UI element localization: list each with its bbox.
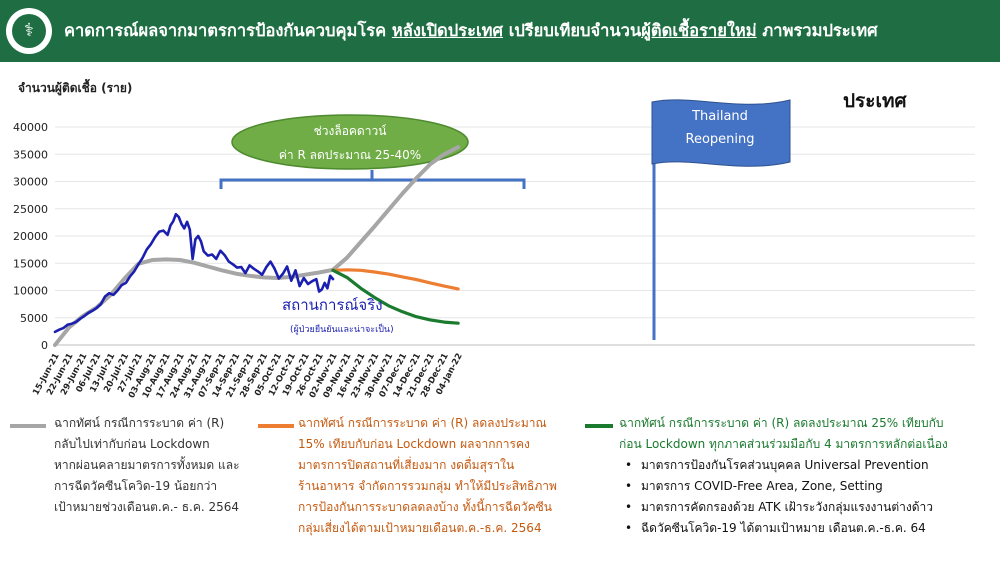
note-line-text: กลับไปเท่ากับก่อน Lockdown xyxy=(54,437,210,451)
lockdown-label: ช่วงล็อคดาวน์ xyxy=(314,123,387,138)
note-line-text: ฉากทัศน์ กรณีการระบาด ค่า (R) ลดลงประมาณ… xyxy=(619,416,944,430)
measure-bullet: มาตรการป้องกันโรคส่วนบุคคล Universal Pre… xyxy=(619,455,948,476)
measure-bullet: มาตรการ COVID-Free Area, Zone, Setting xyxy=(619,476,948,497)
note-line-text: เป้าหมายช่วงเดือนต.ค.- ธ.ค. 2564 xyxy=(54,500,240,514)
y-tick-label: 10000 xyxy=(13,285,48,298)
y-tick-label: 40000 xyxy=(13,121,48,134)
lockdown-bracket xyxy=(219,170,526,189)
actual-series-sublabel: (ผู้ป่วยยืนยันและน่าจะเป็น) xyxy=(290,322,394,335)
y-tick-label: 15000 xyxy=(13,257,48,270)
y-tick-label: 5000 xyxy=(20,312,48,325)
ministry-seal-icon: ⚕ xyxy=(6,8,52,54)
y-tick-label: 0 xyxy=(41,339,48,352)
measure-bullet: ฉีดวัคซีนโควิด-19 ได้ตามเป้าหมาย เดือนต.… xyxy=(619,518,948,539)
scenario-gray-line xyxy=(53,145,461,347)
scenario-green-line xyxy=(331,268,460,325)
note-line-text: 15% เทียบกับก่อน Lockdown ผลจากการคง xyxy=(298,437,530,451)
y-tick-label: 25000 xyxy=(13,203,48,216)
measure-bullet: มาตรการคัดกรองด้วย ATK เฝ้าระวังกลุ่มแรง… xyxy=(619,497,948,518)
note-line-text: มาตรการปิดสถานที่เสี่ยงมาก งดดื่มสุราใน xyxy=(298,458,515,472)
note-line-text: การฉีดวัคซีนโควิด-19 น้อยกว่า xyxy=(54,479,218,493)
actual-cases-line xyxy=(53,212,335,334)
note-line-text: ฉากทัศน์ กรณีการระบาด ค่า (R) ลดลงประมาณ xyxy=(298,416,547,430)
note-line-text: ร้านอาหาร จำกัดการรวมกลุ่ม ทำให้มีประสิท… xyxy=(298,479,557,493)
note-line-text: ก่อน Lockdown ทุกภาคส่วนร่วมมือกับ 4 มาต… xyxy=(619,437,948,451)
note-line-text: หากผ่อนคลายมาตรการทั้งหมด และ xyxy=(54,458,240,472)
y-axis-label: จำนวนผู้ติดเชื้อ (ราย) xyxy=(18,78,132,96)
chart-title: ประเทศ xyxy=(843,90,907,112)
scenario-orange-line xyxy=(331,268,460,291)
flag-label-thailand: Thailand xyxy=(691,109,748,124)
y-tick-label: 20000 xyxy=(13,230,48,243)
y-tick-label: 35000 xyxy=(13,148,48,161)
note-line-text: กลุ่มเสี่ยงได้ตามเป้าหมายเดือนต.ค.-ธ.ค. … xyxy=(298,521,542,535)
reopening-flag xyxy=(651,99,791,167)
lockdown-r-label: ค่า R ลดประมาณ 25-40% xyxy=(279,148,421,162)
lockdown-ellipse xyxy=(231,114,469,170)
actual-series-label: สถานการณ์จริง xyxy=(282,296,383,314)
y-tick-label: 30000 xyxy=(13,176,48,189)
page-title: คาดการณ์ผลจากมาตรการป้องกันควบคุมโรค หลั… xyxy=(64,21,878,40)
note-line-text: ฉากทัศน์ กรณีการระบาด ค่า (R) xyxy=(54,416,225,430)
note-line-text: การป้องกันการระบาดลดลงบ้าง ทั้งนี้การฉีด… xyxy=(298,500,552,514)
forecast-chart: 0 5000 10000 15000 20000 25000 30000 35000 40000… xyxy=(13,78,975,400)
header-bar: ⚕ คาดการณ์ผลจากมาตรการป้องกันควบคุมโรค ห… xyxy=(0,0,1000,62)
flag-label-reopening: Reopening xyxy=(686,132,755,147)
